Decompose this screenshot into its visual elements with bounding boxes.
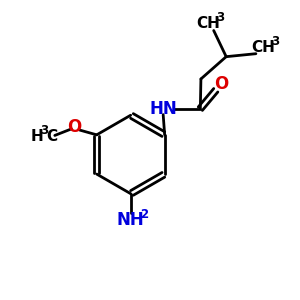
Text: 3: 3	[271, 35, 279, 48]
Text: 3: 3	[40, 124, 49, 137]
Text: C: C	[46, 129, 57, 144]
Text: CH: CH	[251, 40, 275, 55]
Text: HN: HN	[149, 100, 177, 118]
Text: O: O	[67, 118, 82, 136]
Text: CH: CH	[196, 16, 220, 31]
Text: 3: 3	[216, 11, 224, 24]
Text: O: O	[214, 75, 229, 93]
Text: H: H	[31, 129, 43, 144]
Text: NH: NH	[117, 212, 145, 230]
Text: 2: 2	[140, 208, 148, 221]
